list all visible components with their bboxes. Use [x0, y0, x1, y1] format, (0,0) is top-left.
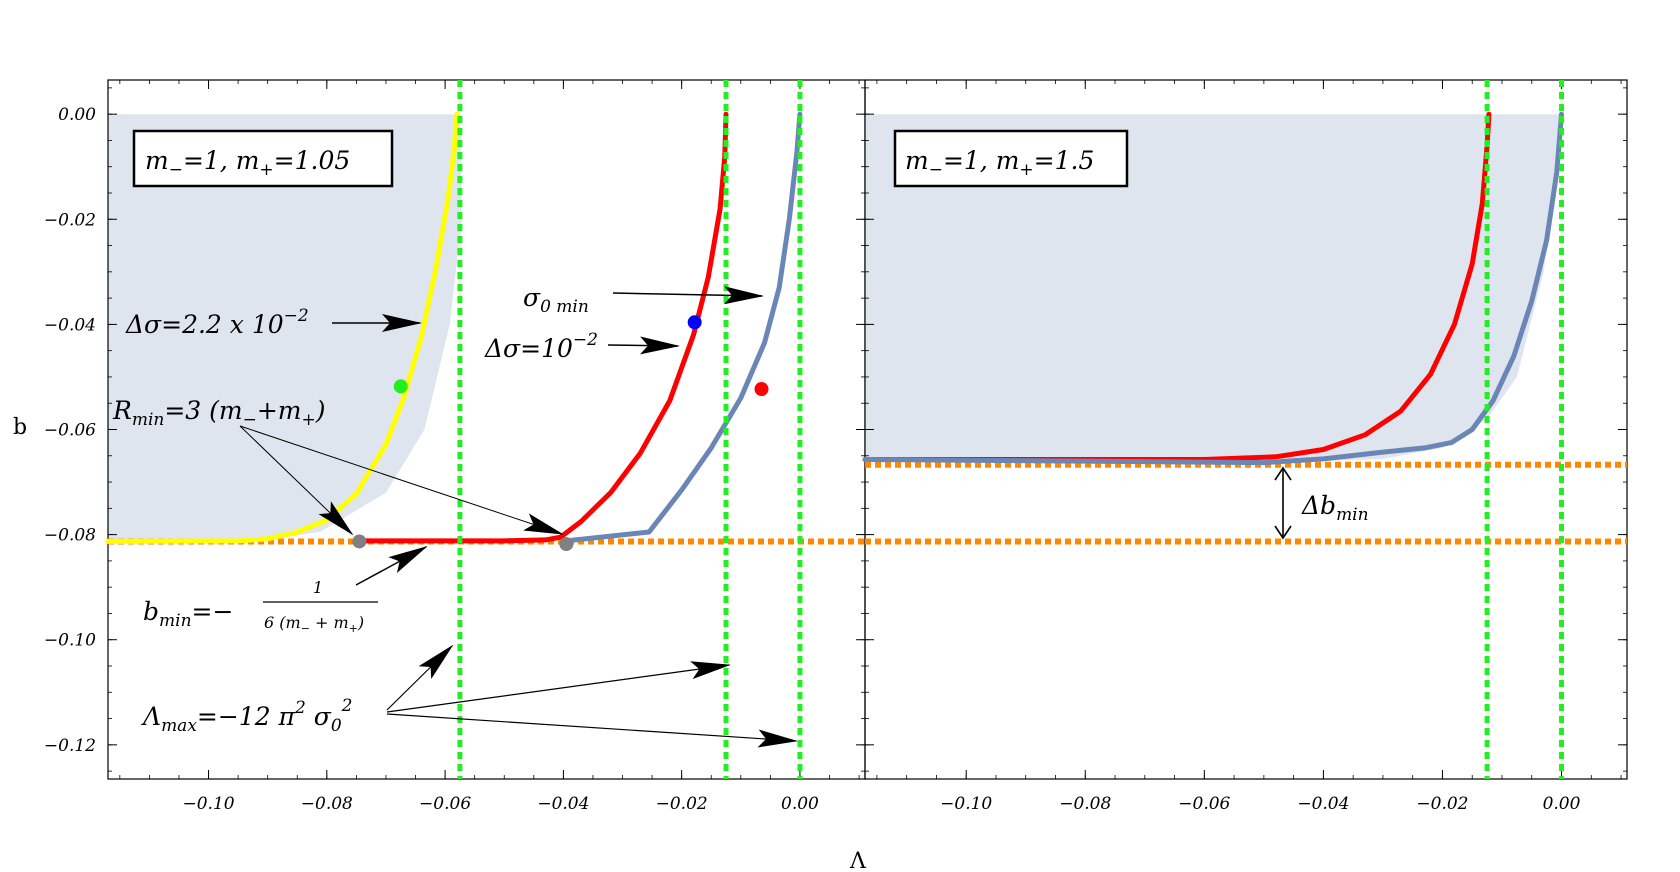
x-tick-label: −0.02 [656, 794, 708, 814]
y-tick-label: −0.06 [44, 421, 96, 441]
left-panel: −0.10 −0.08 −0.06 −0.04 −0.02 0.00 0.00 −0.02 −0… [44, 79, 866, 814]
svg-text:m−=1, m+=1.05: m−=1, m+=1.05 [145, 146, 350, 180]
svg-text:Δσ=10−2: Δσ=10−2 [484, 330, 598, 363]
annotation-sigma0-min: σ0 min [523, 283, 764, 317]
series-red [356, 111, 729, 544]
annotation-delta-sigma-1: Δσ=2.2 x 10−2 [125, 306, 422, 339]
legend-right-mid: =1, m [943, 146, 1019, 175]
x-tick-label: −0.02 [1416, 794, 1468, 814]
x-tick-label: −0.04 [537, 794, 589, 814]
svg-text:Δbmin: Δbmin [1301, 491, 1369, 525]
svg-text:Δσ=2.2 x 10−2: Δσ=2.2 x 10−2 [125, 306, 309, 339]
point-dot_blue [687, 315, 702, 330]
legend-left-sub2: + [259, 160, 273, 180]
svg-text:6 (m− + m+): 6 (m− + m+) [264, 613, 364, 635]
allowed-region [865, 114, 1562, 464]
point-dot_red [754, 382, 769, 397]
point-dot_gray [352, 534, 367, 549]
series-yellow [105, 111, 460, 544]
x-tick-label: −0.04 [1297, 794, 1349, 814]
x-tick-label: −0.10 [940, 794, 992, 814]
x-tick-label: −0.08 [301, 794, 353, 814]
svg-text:Rmin=3 (m−+m+): Rmin=3 (m−+m+) [112, 396, 326, 430]
annotation-lambda-max: Λmax=−12 π2 σ02 [141, 644, 798, 748]
y-tick-label: −0.10 [44, 631, 96, 651]
y-tick-label: −0.02 [44, 210, 96, 230]
y-tick-label: −0.04 [44, 315, 96, 335]
legend-box-right: m−=1, m+=1.5 [893, 129, 1129, 188]
annotation-delta-b-min: Δbmin [1274, 466, 1369, 540]
svg-text:σ0 min: σ0 min [523, 283, 589, 317]
series-blue_curve [563, 111, 803, 544]
series-blue_curve [862, 111, 1564, 466]
svg-text:bmin=−: bmin=− [143, 597, 233, 631]
legend-right-val: =1.5 [1034, 146, 1095, 175]
legend-right-m: m [905, 146, 929, 175]
legend-left-val: =1.05 [274, 146, 351, 175]
svg-text:1: 1 [313, 578, 323, 597]
x-tick-label: 0.00 [1543, 794, 1581, 814]
right-panel: −0.10 −0.08 −0.06 −0.04 −0.02 0.00 [862, 79, 1628, 814]
svg-text:Λmax=−12 π2 σ02: Λmax=−12 π2 σ02 [141, 696, 353, 736]
annotation-delta-sigma-2: Δσ=10−2 [484, 330, 680, 363]
x-axis-label: Λ [849, 849, 867, 872]
x-tick-label: −0.06 [419, 794, 471, 814]
legend-left-mid: =1, m [183, 146, 259, 175]
y-tick-label: −0.12 [44, 736, 96, 756]
x-tick-label: −0.06 [1178, 794, 1230, 814]
legend-box-left: m−=1, m+=1.05 [132, 129, 394, 188]
y-tick-label: 0.00 [58, 105, 96, 125]
series-red [862, 111, 1492, 462]
y-tick-label: −0.08 [44, 526, 96, 546]
x-tick-label: −0.08 [1059, 794, 1111, 814]
y-axis-label: b [13, 415, 27, 440]
point-dot_green [393, 379, 408, 394]
x-tick-label: −0.10 [182, 794, 234, 814]
legend-left-sub1: − [169, 160, 183, 180]
x-tick-label: 0.00 [781, 794, 819, 814]
legend-right-sub2: + [1019, 160, 1033, 180]
point-dot_gray [559, 537, 574, 552]
annotation-r-min: Rmin=3 (m−+m+) [112, 396, 564, 536]
allowed-region [108, 114, 462, 542]
legend-left-m: m [145, 146, 169, 175]
annotation-b-min: bmin=− 1 6 (m− + m+) [143, 546, 428, 635]
svg-text:m−=1, m+=1.5: m−=1, m+=1.5 [905, 146, 1094, 180]
legend-right-sub1: − [929, 160, 943, 180]
